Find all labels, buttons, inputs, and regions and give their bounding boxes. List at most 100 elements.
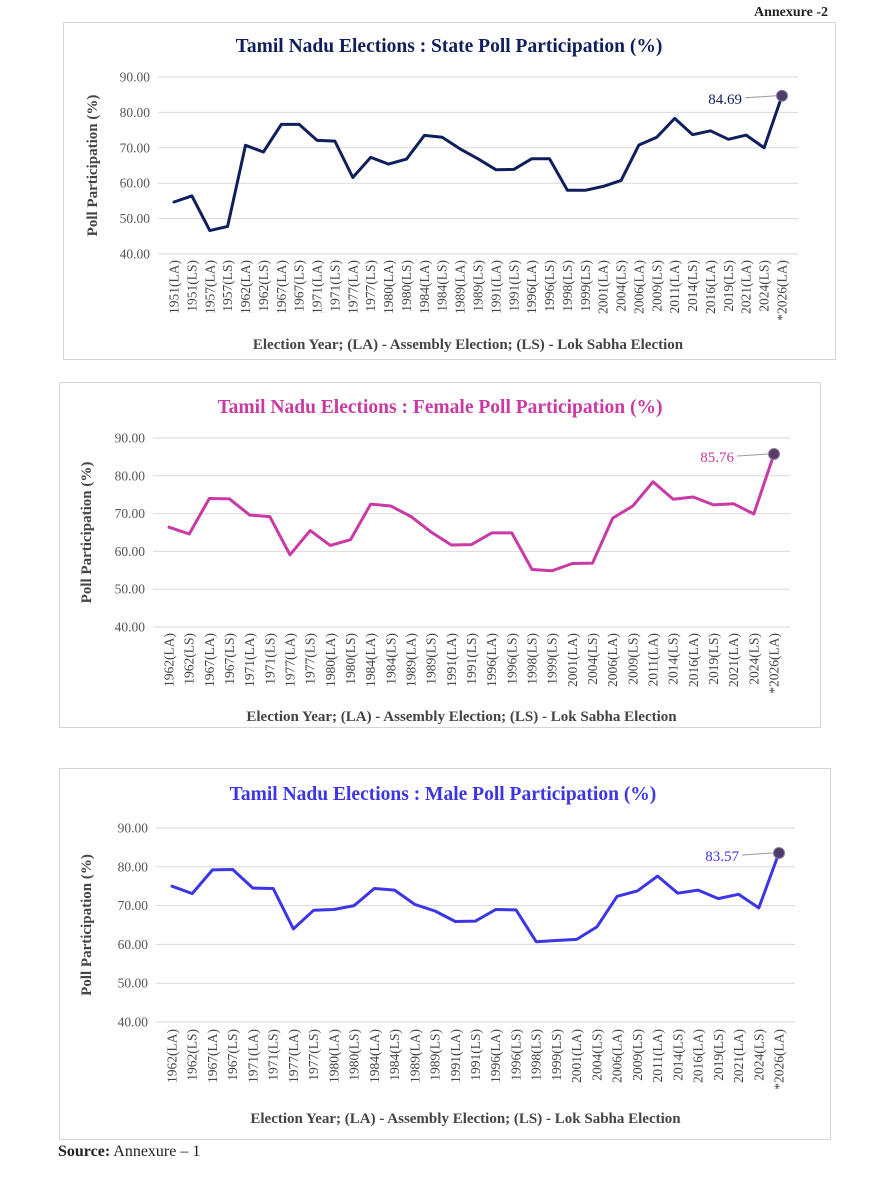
- series-line: [172, 94, 784, 233]
- x-tick-label: 1984(LS): [435, 260, 450, 312]
- x-tick-label: 1971(LS): [262, 633, 277, 685]
- male-poll-chart: Tamil Nadu Elections : Male Poll Partici…: [79, 784, 795, 1127]
- female-poll-chart-panel: Tamil Nadu Elections : Female Poll Parti…: [59, 382, 821, 728]
- x-tick-label: 2011(LA): [650, 1029, 665, 1083]
- chart-title: Tamil Nadu Elections : State Poll Partic…: [236, 36, 663, 57]
- source-label: Source:: [58, 1143, 111, 1160]
- data-label-leader: [741, 852, 774, 856]
- state-poll-chart: Tamil Nadu Elections : State Poll Partic…: [85, 36, 798, 353]
- x-tick-label: 1971(LA): [242, 633, 257, 687]
- x-tick-label: 1962(LS): [256, 260, 271, 312]
- x-tick-label: 1967(LA): [202, 633, 217, 687]
- x-tick-label: 1971(LS): [266, 1029, 281, 1081]
- data-label-leader: [744, 95, 777, 99]
- x-axis-label: Election Year; (LA) - Assembly Election;…: [246, 709, 677, 725]
- annexure-label: Annexure -2: [753, 5, 828, 20]
- x-tick-label: 1977(LA): [283, 633, 298, 687]
- x-tick-label: 2006(LA): [605, 633, 620, 687]
- x-tick-label: 1991(LS): [506, 260, 521, 312]
- x-tick-label: 2024(LS): [757, 260, 772, 312]
- last-point-marker: [776, 89, 788, 102]
- x-tick-label: 1951(LA): [167, 260, 182, 314]
- x-tick-label: 2019(LS): [721, 260, 736, 312]
- y-tick-label: 70.00: [118, 898, 149, 913]
- male-poll-chart-panel: Tamil Nadu Elections : Male Poll Partici…: [59, 768, 831, 1140]
- x-tick-label: 1977(LS): [303, 633, 318, 685]
- x-tick-label: 2009(LS): [649, 260, 664, 312]
- x-tick-label: 1971(LA): [245, 1029, 260, 1083]
- last-point-marker: [768, 448, 780, 461]
- x-tick-label: 2019(LS): [711, 1029, 726, 1081]
- x-tick-label: 1977(LA): [345, 260, 360, 314]
- x-tick-label: 1977(LS): [306, 1029, 321, 1081]
- x-tick-label: 2021(LA): [731, 1029, 746, 1083]
- x-tick-label: 2004(LS): [589, 1029, 604, 1081]
- chart-title: Tamil Nadu Elections : Female Poll Parti…: [217, 397, 662, 418]
- x-tick-label: 2011(LA): [646, 633, 661, 687]
- x-tick-label: 2009(LS): [630, 1029, 645, 1081]
- x-tick-label: 1957(LA): [202, 260, 217, 314]
- x-tick-label: 1980(LS): [399, 260, 414, 312]
- x-tick-label: 1989(LS): [471, 260, 486, 312]
- x-tick-label: 2014(LS): [685, 260, 700, 312]
- y-axis-label: Poll Participation (%): [79, 462, 95, 604]
- y-tick-label: 90.00: [118, 821, 149, 836]
- x-tick-label: 1984(LA): [363, 633, 378, 687]
- source-text: Annexure – 1: [113, 1143, 201, 1160]
- x-tick-label: 1977(LA): [286, 1029, 301, 1083]
- x-tick-label: 1962(LA): [238, 260, 253, 314]
- y-tick-label: 90.00: [120, 70, 151, 85]
- chart-title: Tamil Nadu Elections : Male Poll Partici…: [230, 784, 657, 805]
- x-tick-label: 2001(LA): [596, 260, 611, 314]
- x-tick-label: 1962(LS): [185, 1029, 200, 1081]
- x-tick-label: 1962(LA): [165, 1029, 180, 1083]
- x-tick-label: 1998(LS): [560, 260, 575, 312]
- x-tick-label: 1980(LA): [323, 633, 338, 687]
- data-label-leader: [736, 453, 769, 457]
- series-line: [167, 452, 776, 573]
- x-tick-label: 1984(LS): [387, 1029, 402, 1081]
- x-tick-label: 2001(LA): [565, 633, 580, 687]
- y-tick-label: 40.00: [120, 247, 151, 262]
- x-tick-label: 1967(LS): [222, 633, 237, 685]
- x-tick-label: 1977(LS): [363, 260, 378, 312]
- y-tick-label: 60.00: [115, 544, 146, 559]
- y-tick-label: 40.00: [115, 620, 146, 635]
- last-point-data-label: 84.69: [708, 92, 742, 108]
- x-tick-label: 1989(LA): [407, 1029, 422, 1083]
- y-tick-label: 80.00: [115, 468, 146, 483]
- x-tick-label: 1999(LS): [545, 633, 560, 685]
- x-tick-label: 2009(LS): [625, 633, 640, 685]
- x-tick-label: *2026(LA): [767, 633, 782, 694]
- x-tick-label: 1999(LS): [578, 260, 593, 312]
- y-axis-label: Poll Participation (%): [79, 854, 95, 996]
- x-tick-label: 1957(LS): [220, 260, 235, 312]
- state-poll-chart-panel: Tamil Nadu Elections : State Poll Partic…: [63, 22, 836, 360]
- x-tick-label: 1991(LA): [444, 633, 459, 687]
- x-tick-label: 1984(LS): [383, 633, 398, 685]
- x-tick-label: 1980(LA): [381, 260, 396, 314]
- x-axis-label: Election Year; (LA) - Assembly Election;…: [253, 337, 684, 353]
- x-tick-label: 1996(LS): [504, 633, 519, 685]
- y-tick-label: 60.00: [120, 176, 151, 191]
- x-tick-label: 2006(LA): [631, 260, 646, 314]
- x-tick-label: 1989(LS): [428, 1029, 443, 1081]
- x-tick-label: 1999(LS): [549, 1029, 564, 1081]
- x-tick-label: 1962(LA): [162, 633, 177, 687]
- y-tick-label: 40.00: [118, 1015, 149, 1030]
- x-tick-label: 1971(LA): [310, 260, 325, 314]
- x-tick-label: 1984(LA): [367, 1029, 382, 1083]
- y-tick-label: 70.00: [120, 140, 151, 155]
- x-tick-label: *2026(LA): [775, 260, 790, 321]
- x-tick-label: 1967(LS): [225, 1029, 240, 1081]
- x-tick-label: 2024(LS): [751, 1029, 766, 1081]
- x-tick-label: 2004(LS): [585, 633, 600, 685]
- x-tick-label: *2026(LA): [772, 1029, 787, 1090]
- x-tick-label: 1967(LA): [205, 1029, 220, 1083]
- x-tick-label: 1980(LS): [347, 1029, 362, 1081]
- x-tick-label: 1980(LA): [326, 1029, 341, 1083]
- y-tick-label: 70.00: [115, 506, 146, 521]
- series-line: [170, 851, 781, 944]
- x-tick-label: 2021(LA): [726, 633, 741, 687]
- x-tick-label: 2016(LA): [703, 260, 718, 314]
